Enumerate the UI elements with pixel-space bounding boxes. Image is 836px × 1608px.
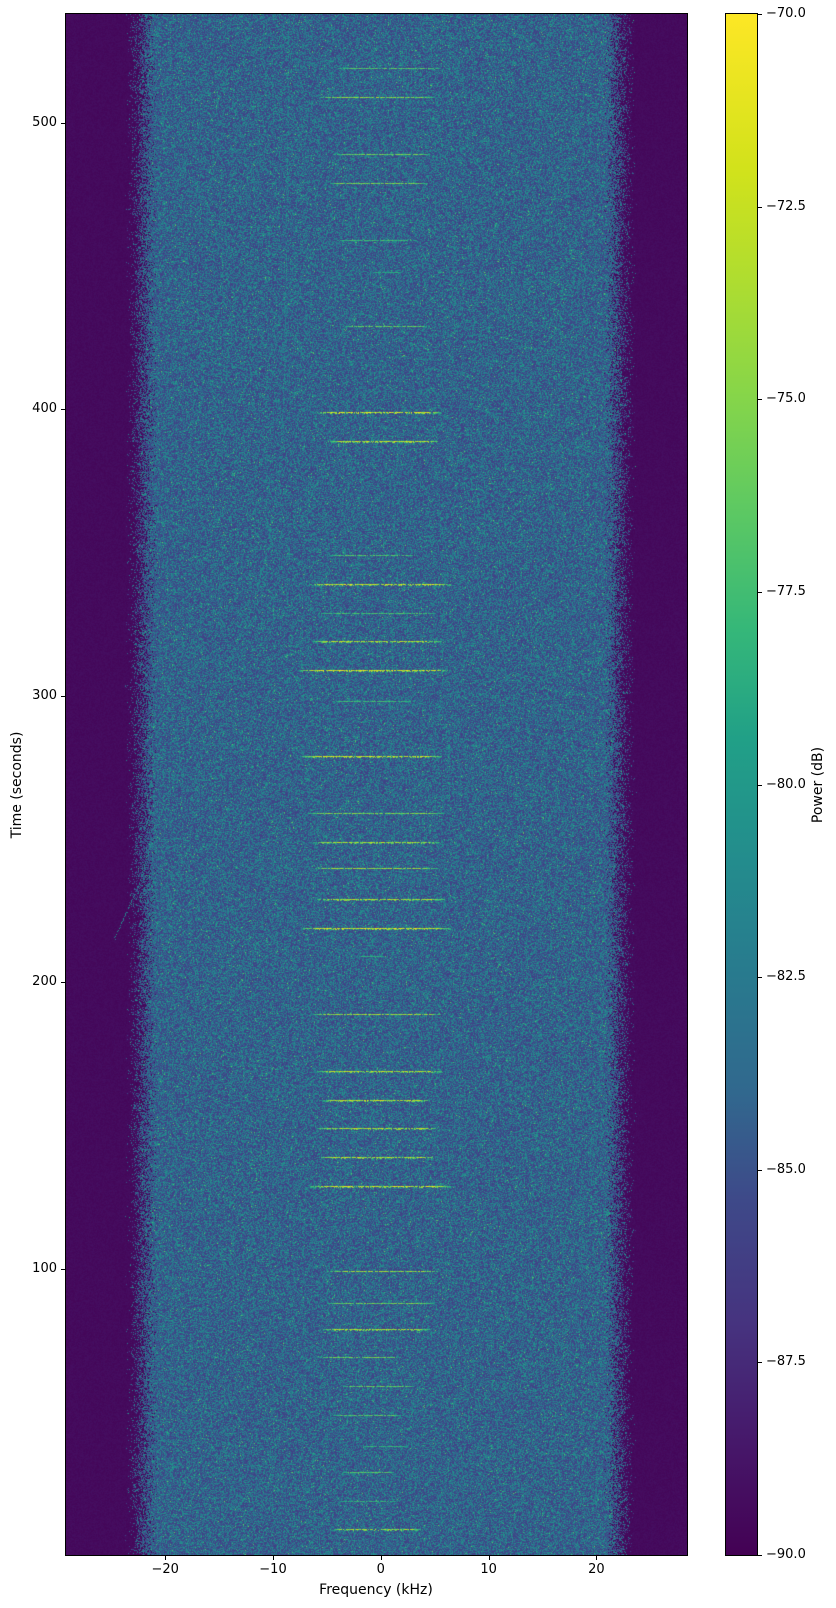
colorbar-tick-mark — [758, 14, 762, 15]
y-tick-mark — [61, 982, 65, 984]
colorbar-tick-label: −87.5 — [766, 1354, 806, 1370]
colorbar-tick-label: −72.5 — [766, 198, 806, 214]
x-tick-label: −10 — [259, 1562, 287, 1577]
y-tick-mark — [61, 409, 65, 411]
y-tick-label: 100 — [32, 1260, 57, 1276]
x-tick-mark — [273, 1556, 274, 1560]
spectrogram-heatmap — [66, 14, 687, 1555]
colorbar-tick-mark — [758, 1362, 762, 1364]
colorbar-tick-label: −85.0 — [766, 1161, 806, 1177]
x-tick-label: 0 — [376, 1562, 385, 1577]
x-axis-label: Frequency (kHz) — [319, 1582, 433, 1598]
y-tick-label: 200 — [32, 974, 57, 990]
colorbar-label: Power (dB) — [810, 746, 826, 824]
y-tick-mark — [61, 1268, 65, 1270]
x-tick-mark — [596, 1556, 598, 1560]
y-axis-label: Time (seconds) — [9, 731, 25, 839]
colorbar-tick-mark — [758, 1169, 762, 1171]
colorbar-tick-label: −75.0 — [766, 391, 806, 407]
y-tick-label: 400 — [32, 401, 57, 417]
x-tick-label: 10 — [480, 1562, 497, 1577]
colorbar-tick-label: −82.5 — [766, 969, 806, 985]
colorbar-tick-mark — [758, 784, 762, 786]
colorbar — [725, 13, 758, 1556]
colorbar-tick-label: −77.5 — [766, 583, 806, 599]
colorbar-tick-mark — [758, 399, 762, 401]
x-tick-mark — [165, 1556, 167, 1560]
y-tick-label: 500 — [32, 114, 57, 130]
x-tick-label: 20 — [588, 1562, 605, 1577]
colorbar-tick-mark — [758, 206, 762, 208]
colorbar-tick-mark — [758, 591, 762, 593]
plot-area — [65, 13, 688, 1556]
y-tick-mark — [61, 122, 65, 124]
x-tick-label: −20 — [151, 1562, 179, 1577]
x-tick-mark — [380, 1556, 382, 1560]
x-tick-mark — [488, 1556, 490, 1560]
colorbar-tick-label: −70.0 — [766, 6, 806, 21]
colorbar-tick-label: −80.0 — [766, 776, 806, 792]
y-tick-label: 300 — [32, 687, 57, 703]
y-tick-mark — [61, 695, 65, 697]
colorbar-tick-mark — [758, 977, 762, 979]
colorbar-tick-label: −90.0 — [766, 1547, 806, 1562]
colorbar-tick-mark — [758, 1555, 762, 1556]
